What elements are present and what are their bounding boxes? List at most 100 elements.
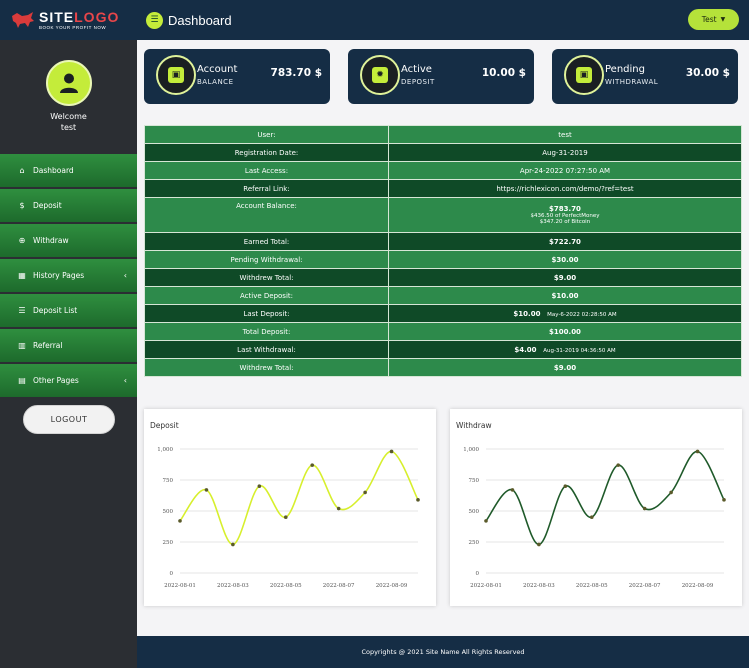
withdraw-chart-card: Withdraw 0 250 500 750 1,000 2022-08-01 2022-0… <box>450 409 742 606</box>
data-point[interactable] <box>204 488 209 492</box>
x-tick-label: 2022-08-01 <box>164 583 196 589</box>
data-point[interactable] <box>257 484 262 488</box>
sidebar-item-dashboard[interactable]: ⌂ Dashboard <box>0 154 137 187</box>
sidebar-item-label: Withdraw <box>33 236 69 245</box>
card-title: Pending <box>605 64 645 75</box>
row-label: Earned Total: <box>144 232 389 251</box>
data-point[interactable] <box>416 498 420 502</box>
row-label: Last Access: <box>144 161 389 180</box>
menu-toggle-button[interactable]: ☰ <box>146 11 163 29</box>
user-menu-label: Test <box>701 15 717 24</box>
data-point[interactable] <box>589 515 594 519</box>
data-point[interactable] <box>484 519 488 523</box>
sidebar-item-deposit[interactable]: $ Deposit <box>0 189 137 222</box>
card-value: 30.00 $ <box>685 67 730 79</box>
user-menu-button[interactable]: Test ▼ <box>688 9 739 30</box>
deposit-chart-card: Deposit 0 250 500 750 1,000 2022-08-01 2022-08… <box>144 409 436 606</box>
row-label: Pending Withdrawal: <box>144 250 389 269</box>
y-tick-label: 500 <box>163 509 174 515</box>
balance-perfectmoney: $436.50 of PerfectMoney <box>530 213 600 219</box>
logo-tagline: BOOK YOUR PROFIT NOW <box>39 25 107 30</box>
chart-title: Withdraw <box>456 421 492 430</box>
data-point[interactable] <box>283 515 288 519</box>
table-row: Last Deposit: $10.00 May-6-2022 02:28:50 … <box>144 304 742 323</box>
row-label: Last Deposit: <box>144 304 389 323</box>
chevron-left-icon: ‹ <box>123 271 127 280</box>
series-line <box>179 450 419 546</box>
sidebar-item-other-pages[interactable]: ▤ Other Pages ‹ <box>0 364 137 397</box>
row-value: test <box>388 125 742 144</box>
row-label: Referral Link: <box>144 179 389 198</box>
data-point[interactable] <box>178 519 182 523</box>
site-logo[interactable]: SITELOGO BOOK YOUR PROFIT NOW <box>0 0 137 40</box>
copyright-text: Copyrights @ 2021 Site Name All Rights R… <box>361 648 525 656</box>
data-point[interactable] <box>669 490 673 495</box>
logo-text-site: SITE <box>39 9 75 25</box>
card-title: Active <box>401 64 432 75</box>
chart-title: Deposit <box>150 421 179 430</box>
top-header: ☰ Dashboard Test ▼ <box>137 0 749 40</box>
account-info-table: User: test Registration Date: Aug-31-2019 … <box>144 125 742 377</box>
data-point[interactable] <box>616 463 621 467</box>
last-deposit-amount: $10.00 <box>513 309 541 318</box>
card-subtitle: BALANCE <box>197 78 234 86</box>
sidebar-item-history-pages[interactable]: ▦ History Pages ‹ <box>0 259 137 292</box>
referral-link[interactable]: https://richlexicon.com/demo/?ref=test <box>388 179 742 198</box>
sidebar-nav: ⌂ Dashboard $ Deposit ⊕ Withdraw ▦ History Page… <box>0 154 137 399</box>
sidebar: SITELOGO BOOK YOUR PROFIT NOW Welcome te… <box>0 0 137 668</box>
data-point[interactable] <box>310 463 315 467</box>
data-point[interactable] <box>722 498 726 502</box>
sidebar-item-deposit-list[interactable]: ☰ Deposit List <box>0 294 137 327</box>
y-tick-label: 750 <box>469 478 480 484</box>
data-point[interactable] <box>231 542 235 547</box>
data-point[interactable] <box>642 506 647 511</box>
row-value: $10.00 May-6-2022 02:28:50 AM <box>388 304 742 323</box>
user-profile: Welcome test <box>0 40 137 155</box>
row-label: Registration Date: <box>144 143 389 162</box>
sidebar-item-withdraw[interactable]: ⊕ Withdraw <box>0 224 137 257</box>
data-point[interactable] <box>695 449 700 454</box>
y-tick-label: 250 <box>163 540 174 546</box>
card-icon-circle: ▣ <box>564 55 604 95</box>
deposit-chart: 0 250 500 750 1,000 2022-08-01 2022-08-03 2022-… <box>157 447 420 589</box>
y-tick-label: 1,000 <box>157 447 173 453</box>
x-tick-label: 2022-08-09 <box>376 583 408 589</box>
stat-card-active: ✹ Active DEPOSIT 10.00 $ <box>348 49 534 104</box>
file-icon: ▤ <box>18 376 26 385</box>
row-value: Aug-31-2019 <box>388 143 742 162</box>
sidebar-item-label: Other Pages <box>33 376 79 385</box>
sidebar-item-label: History Pages <box>33 271 85 280</box>
y-tick-label: 0 <box>476 571 480 577</box>
dollar-icon: $ <box>19 201 25 210</box>
y-tick-label: 500 <box>469 509 480 515</box>
earned-total: $722.70 <box>549 237 581 246</box>
card-icon-circle: ✹ <box>360 55 400 95</box>
balance-bitcoin: $347.20 of Bitcoin <box>539 219 591 225</box>
data-point[interactable] <box>363 490 367 495</box>
row-label: User: <box>144 125 389 144</box>
data-point[interactable] <box>563 484 568 488</box>
card-value: 783.70 $ <box>270 67 322 79</box>
logout-button[interactable]: LOGOUT <box>23 405 115 434</box>
y-tick-label: 750 <box>163 478 174 484</box>
balance-total: $783.70 <box>549 205 581 213</box>
total-deposit: $100.00 <box>549 327 581 336</box>
row-value: $722.70 <box>388 232 742 251</box>
wallet-icon: ▣ <box>576 67 592 83</box>
active-deposit: $10.00 <box>551 291 579 300</box>
data-point[interactable] <box>510 488 515 492</box>
data-point[interactable] <box>336 506 341 511</box>
table-row: Last Access: Apr-24-2022 07:27:50 AM <box>144 161 742 180</box>
y-tick-label: 0 <box>170 571 174 577</box>
withdrew-total: $9.00 <box>553 273 577 282</box>
avatar[interactable] <box>45 60 92 106</box>
sidebar-item-label: Deposit List <box>33 306 78 315</box>
row-value: $30.00 <box>388 250 742 269</box>
table-row: Withdrew Total: $9.00 <box>144 268 742 287</box>
sidebar-item-label: Deposit <box>33 201 62 210</box>
data-point[interactable] <box>537 542 541 547</box>
table-row: Withdrew Total: $9.00 <box>144 358 742 377</box>
x-tick-label: 2022-08-07 <box>629 583 661 589</box>
sidebar-item-referral[interactable]: ▥ Referral <box>0 329 137 362</box>
data-point[interactable] <box>389 449 394 454</box>
